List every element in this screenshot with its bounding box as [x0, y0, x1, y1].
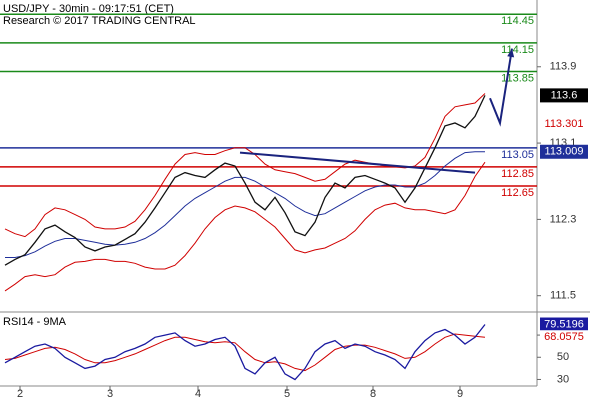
series-line — [4, 324, 486, 381]
price-tag-box — [540, 317, 588, 332]
chart-subtitle: Research © 2017 TRADING CENTRAL — [3, 15, 196, 27]
x-tick-label: 5 — [284, 388, 290, 400]
price-tag-label: 79.5196 — [544, 318, 584, 330]
level-label: 112.65 — [501, 187, 534, 199]
y-tick-label: 30 — [557, 373, 569, 385]
y-tick-label: 111.5 — [550, 290, 576, 302]
x-tick-label: 4 — [195, 388, 201, 400]
price-tag-box — [540, 88, 588, 103]
y-tick-label: 50 — [557, 351, 569, 363]
x-tick-label: 2 — [17, 388, 23, 400]
x-tick-label: 9 — [457, 388, 463, 400]
arrow-head — [507, 48, 515, 58]
chart-title: USD/JPY - 30min - 09:17:51 (CET) — [3, 3, 174, 15]
price-tag-box — [540, 330, 588, 345]
level-label: 113.05 — [501, 149, 534, 161]
level-label: 114.45 — [501, 15, 534, 27]
level-label: 112.85 — [501, 168, 534, 180]
level-label: 113.85 — [501, 72, 534, 84]
series-line — [239, 151, 476, 174]
series-line — [4, 95, 486, 266]
price-tag-box — [540, 116, 588, 131]
price-tag-label: 113.009 — [545, 146, 584, 158]
price-tag-label: 113.301 — [545, 118, 584, 130]
series-line — [4, 93, 486, 238]
series-line — [5, 151, 486, 258]
rsi-title: RSI14 - 9MA — [3, 316, 67, 328]
y-tick-label: 113.9 — [550, 61, 577, 73]
y-tick-label: 112.3 — [550, 213, 577, 225]
price-tag-label: 68.0575 — [544, 331, 584, 343]
price-tag-label: 113.6 — [551, 89, 578, 101]
series-line — [4, 333, 486, 372]
series-line — [4, 161, 486, 292]
x-tick-label: 3 — [107, 388, 113, 400]
series-line — [489, 48, 513, 127]
x-tick-label: 8 — [370, 388, 376, 400]
level-label: 114.15 — [501, 44, 534, 56]
price-tag-box — [540, 144, 588, 159]
